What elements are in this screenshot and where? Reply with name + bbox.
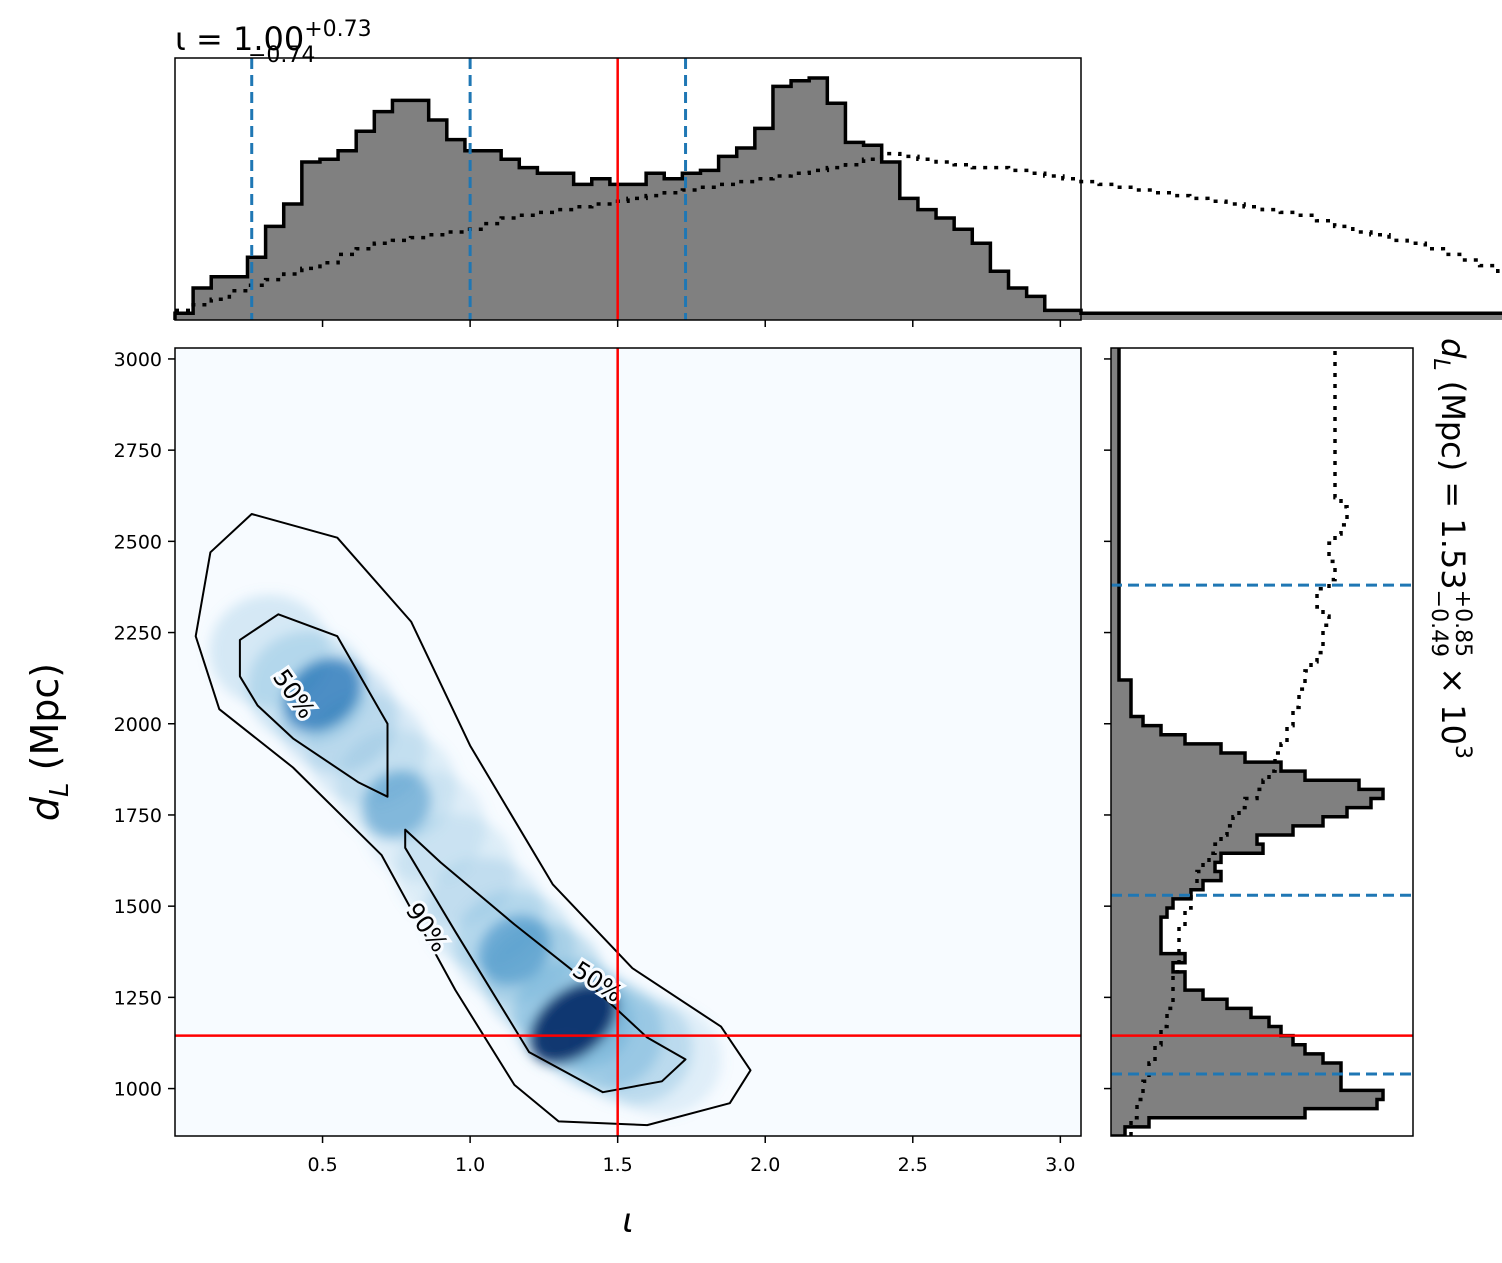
distance-marginal-frame	[1110, 347, 1414, 1137]
distance-posterior-fill	[1111, 348, 1383, 1136]
y-axis-tick-label: 2500	[114, 531, 162, 553]
x-axis-label: ι	[622, 1201, 634, 1241]
joint-density-panel: 50%90%50% 0.5 1.0 1.5 2.0 2.5 3.0100012501500…	[23, 347, 1082, 1241]
contour-90-percent	[194, 513, 752, 1127]
density-ridge-blob	[601, 1003, 722, 1116]
density-peak	[529, 982, 618, 1064]
x-axis-tick-label: 2.5	[898, 1154, 928, 1176]
iota-posterior-step	[173, 76, 1502, 320]
y-axis-tick-label: 3000	[114, 349, 162, 371]
iota-posterior-fill	[175, 78, 1502, 320]
distance-marginal-title: dL (Mpc) = 1.53+0.85−0.49 × 103	[1426, 338, 1475, 759]
iota-marginal-frame	[174, 57, 1082, 321]
iota-title-sub: −0.74	[248, 43, 315, 68]
iota-prior-step	[175, 151, 1502, 313]
x-axis-tick-label: 2.0	[750, 1154, 780, 1176]
x-axis-tick-label: 0.5	[307, 1154, 337, 1176]
distance-posterior-step	[1111, 348, 1385, 1136]
y-axis-tick-label: 1250	[114, 987, 162, 1009]
y-axis-tick-label: 1000	[114, 1079, 162, 1101]
x-axis-tick-label: 3.0	[1045, 1154, 1075, 1176]
iota-marginal-panel: ι = 1.00+0.73 −0.74	[173, 17, 1502, 327]
iota-title-sup: +0.73	[304, 17, 371, 42]
density-peak	[284, 658, 361, 732]
density-blobs	[209, 594, 722, 1116]
x-axis-tick-label: 1.5	[603, 1154, 633, 1176]
y-axis-tick-label: 2750	[114, 440, 162, 462]
y-axis-tick-label: 2000	[114, 714, 162, 736]
x-axis-tick-label: 1.0	[455, 1154, 485, 1176]
contour-50-percent-upper	[238, 613, 389, 798]
density-peak	[478, 914, 551, 985]
y-axis-label: dL (Mpc)	[23, 663, 75, 821]
distance-marginal-panel: dL (Mpc) = 1.53+0.85−0.49 × 103	[1104, 338, 1475, 1137]
joint-density-frame	[174, 347, 1082, 1137]
y-axis-tick-label: 1750	[114, 805, 162, 827]
y-axis-tick-label: 1500	[114, 896, 162, 918]
y-axis-tick-label: 2250	[114, 623, 162, 645]
density-peak	[362, 770, 431, 838]
iota-marginal-title: ι = 1.00+0.73 −0.74	[175, 17, 372, 68]
contour-50-percent-lower	[404, 828, 687, 1094]
